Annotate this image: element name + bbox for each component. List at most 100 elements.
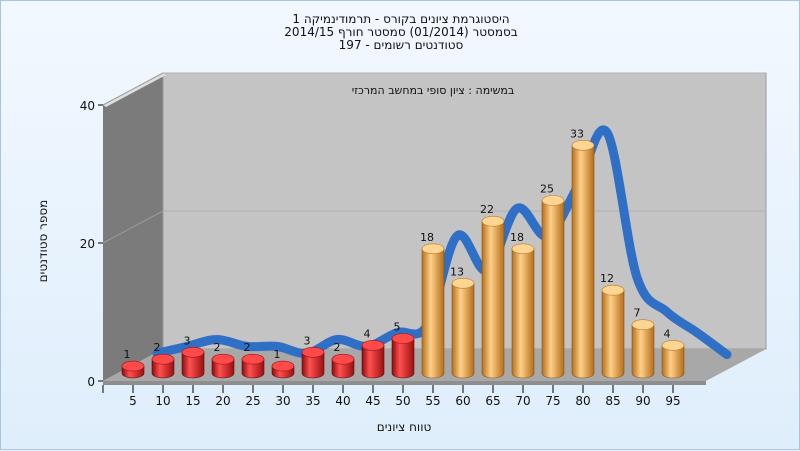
x-tick-label: 40 xyxy=(335,394,350,408)
bar-top xyxy=(181,346,205,358)
bar-body xyxy=(421,248,445,379)
bar xyxy=(121,360,145,379)
side-wall-top-edge xyxy=(103,73,166,107)
bar-body xyxy=(451,283,475,379)
title-line-2: בסמסטר (01/2014) סמסטר חורף 2014/15 xyxy=(284,25,517,39)
bar-top xyxy=(661,340,685,351)
data-label: 2 xyxy=(214,341,221,354)
bar-top xyxy=(151,353,175,365)
data-label: 2 xyxy=(154,341,161,354)
y-tick-label: 20 xyxy=(80,237,95,251)
bar xyxy=(451,277,475,379)
x-tick-label: 60 xyxy=(455,394,470,408)
data-label: 4 xyxy=(664,327,671,340)
bar xyxy=(481,215,505,379)
bar xyxy=(361,340,385,379)
bar xyxy=(511,243,535,379)
data-label: 3 xyxy=(304,334,311,347)
grid-lines xyxy=(102,72,766,244)
bar-body xyxy=(601,289,625,379)
bar-top xyxy=(301,346,325,358)
bar-top xyxy=(121,360,145,372)
bar xyxy=(601,284,625,379)
bar-top xyxy=(211,353,235,365)
bar-top xyxy=(541,195,565,206)
bar-body xyxy=(631,324,655,379)
bar-body xyxy=(301,352,325,379)
bars xyxy=(121,140,685,379)
title-line-3: 197 - סטודנטים רשומים xyxy=(339,38,464,52)
bar xyxy=(421,243,445,379)
bar xyxy=(271,360,295,379)
data-label: 1 xyxy=(274,348,281,361)
bar-top xyxy=(571,140,595,151)
x-tick-label: 35 xyxy=(305,394,320,408)
x-tick-label: 5 xyxy=(129,394,137,408)
x-tick-label: 70 xyxy=(515,394,530,408)
data-label: 18 xyxy=(420,231,434,244)
x-tick-label: 95 xyxy=(665,394,680,408)
data-label: 12 xyxy=(600,272,614,285)
bar-top xyxy=(241,353,265,365)
data-label: 2 xyxy=(244,341,251,354)
bar-body xyxy=(571,145,595,379)
bar-body xyxy=(481,220,505,379)
bar xyxy=(181,346,205,379)
bar xyxy=(211,353,235,379)
chart-annotation: במשימה : ציון סופי במחשב המרכזי xyxy=(352,84,515,97)
data-label: 25 xyxy=(540,183,554,196)
bar xyxy=(631,319,655,379)
data-label: 7 xyxy=(634,307,641,320)
bar-body xyxy=(331,358,355,379)
bar xyxy=(301,346,325,379)
bar-body xyxy=(241,358,265,379)
y-axis: 0 20 40 xyxy=(80,99,103,389)
bar-body xyxy=(391,338,415,379)
grid-line xyxy=(102,210,164,244)
data-label: 22 xyxy=(480,203,494,216)
bar-top xyxy=(361,340,385,351)
grid-line xyxy=(102,72,164,106)
x-tick-label: 55 xyxy=(425,394,440,408)
bar-top xyxy=(511,243,535,255)
x-tick-label: 80 xyxy=(575,394,590,408)
x-axis: 5 10 15 20 25 30 35 40 45 50 55 60 65 70 75 80 85 90 95 xyxy=(102,385,681,408)
bar xyxy=(151,353,175,379)
x-tick-label: 65 xyxy=(485,394,500,408)
bar-top xyxy=(331,353,355,365)
bar xyxy=(241,353,265,379)
y-axis-label: מספר סטודנטים xyxy=(36,200,50,283)
bar xyxy=(661,340,685,379)
bar-body xyxy=(151,358,175,379)
x-tick-label: 20 xyxy=(215,394,230,408)
x-tick-label: 10 xyxy=(155,394,170,408)
title-line-1: היסטוגרמת ציונים בקורס - תרמודינמיקה 1 xyxy=(292,12,509,26)
x-tick-label: 50 xyxy=(395,394,410,408)
bar-top xyxy=(271,360,295,372)
data-label: 33 xyxy=(570,127,584,140)
data-label: 18 xyxy=(510,231,524,244)
x-tick-label: 45 xyxy=(365,394,380,408)
data-label: 13 xyxy=(450,265,464,278)
bar-top xyxy=(601,284,625,296)
bar-top xyxy=(631,319,655,331)
x-tick-label: 25 xyxy=(245,394,260,408)
bar-top xyxy=(451,277,475,289)
chart-title: היסטוגרמת ציונים בקורס - תרמודינמיקה 1 ב… xyxy=(284,12,517,52)
bar-body xyxy=(361,345,385,379)
x-tick-label: 75 xyxy=(545,394,560,408)
x-axis-label: טווח ציונים xyxy=(377,420,432,434)
bar-body xyxy=(511,248,535,379)
bar xyxy=(391,333,415,379)
x-tick-label: 90 xyxy=(635,394,650,408)
bar-body xyxy=(541,200,565,379)
data-label: 1 xyxy=(124,348,131,361)
x-tick-label: 15 xyxy=(185,394,200,408)
bar xyxy=(571,140,595,379)
bar-body xyxy=(661,345,685,379)
trend-line xyxy=(152,125,732,360)
bar xyxy=(331,353,355,379)
bar-body xyxy=(211,358,235,379)
